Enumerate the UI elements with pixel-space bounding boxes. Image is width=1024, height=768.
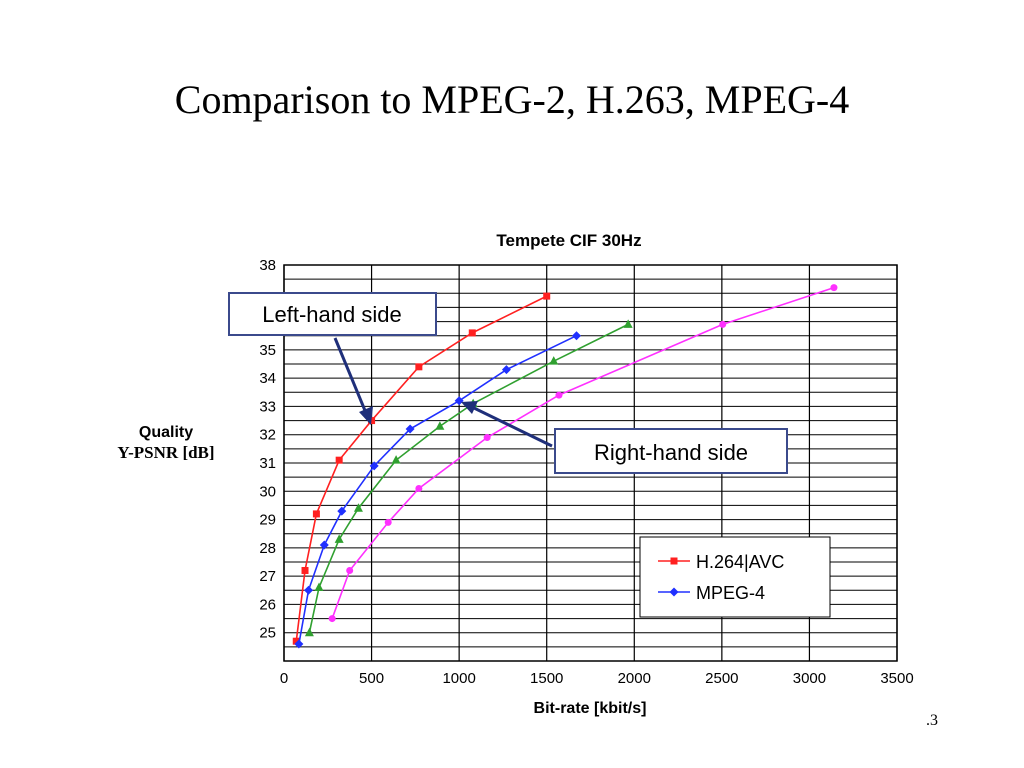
y-axis-label-line2: Y-PSNR [dB] (117, 443, 214, 462)
data-point (549, 356, 559, 365)
right-callout-label: Right-hand side (594, 440, 748, 465)
x-tick-label: 1000 (442, 670, 475, 687)
legend-marker (670, 557, 678, 565)
data-point (304, 627, 314, 637)
data-point (415, 363, 423, 371)
right-callout-box (554, 428, 788, 474)
series-0 (292, 292, 551, 645)
data-point (391, 455, 401, 464)
data-point (501, 365, 511, 375)
series-line-0 (295, 295, 548, 642)
data-point (571, 331, 581, 341)
y-tick-labels: 25 26 27 28 29 30 31 32 33 34 35 38 (259, 257, 276, 642)
y-tick-label: 26 (259, 596, 276, 613)
data-point (435, 421, 445, 430)
left-callout-box (228, 292, 437, 336)
data-point (335, 456, 343, 464)
page-number: .3 (926, 712, 938, 729)
data-point (334, 534, 344, 543)
data-point (337, 506, 347, 516)
x-tick-label: 500 (359, 670, 384, 687)
data-point (328, 615, 336, 623)
data-point (454, 396, 464, 406)
right-callout-arrow (473, 406, 553, 448)
series-layer (292, 284, 838, 649)
y-tick-label: 33 (259, 398, 276, 415)
left-callout-arrow (333, 337, 368, 414)
data-point (468, 329, 476, 337)
y-tick-label: 25 (259, 625, 276, 642)
legend-entries: H.264|AVC MPEG-4 (658, 552, 784, 603)
data-point (319, 540, 329, 550)
data-point (384, 518, 392, 526)
data-point (623, 319, 633, 328)
y-axis-label-line1: Quality (139, 424, 193, 441)
data-point (292, 637, 300, 645)
slide-title: Comparison to MPEG-2, H.263, MPEG-4 (174, 77, 850, 122)
series-2 (304, 319, 633, 637)
data-point (415, 484, 423, 492)
left-callout: Left-hand side (228, 292, 437, 425)
legend-box (639, 536, 831, 618)
x-tick-label: 2000 (618, 670, 651, 687)
x-tick-label: 3500 (880, 670, 913, 687)
data-point (346, 566, 354, 574)
legend: H.264|AVC MPEG-4 (639, 536, 831, 618)
data-point (368, 417, 376, 425)
data-point (405, 424, 415, 434)
right-callout-arrowhead (461, 401, 478, 414)
data-point (719, 320, 727, 328)
data-point (555, 391, 563, 399)
data-point (301, 566, 309, 574)
y-tick-label: 32 (259, 427, 276, 444)
series-line-3 (331, 286, 835, 619)
y-tick-label: 27 (259, 568, 276, 585)
plot-frame (283, 264, 898, 662)
data-point (483, 434, 491, 442)
y-tick-label: 31 (259, 455, 276, 472)
y-tick-label: 34 (259, 370, 276, 387)
left-callout-label: Left-hand side (262, 302, 401, 327)
chart-title: Tempete CIF 30Hz (496, 231, 641, 250)
legend-label: MPEG-4 (696, 583, 765, 603)
y-tick-label: 28 (259, 540, 276, 557)
data-point (294, 639, 304, 649)
series-3 (328, 284, 838, 623)
left-callout-arrowhead (359, 406, 373, 425)
data-point (312, 510, 320, 518)
legend-label: H.264|AVC (696, 552, 784, 572)
data-point (830, 284, 838, 292)
x-axis-label: Bit-rate [kbit/s] (534, 700, 647, 717)
data-point (353, 503, 363, 512)
series-line-2 (308, 323, 629, 633)
y-tick-label: 38 (259, 257, 276, 274)
data-point (314, 582, 324, 591)
legend-marker (669, 587, 679, 597)
y-tick-label: 29 (259, 512, 276, 529)
data-point (369, 461, 379, 471)
x-tick-label: 3000 (793, 670, 826, 687)
x-tick-labels: 0 500 1000 1500 2000 2500 3000 3500 (280, 670, 914, 687)
series-1 (294, 331, 581, 649)
y-tick-label: 30 (259, 483, 276, 500)
x-tick-label: 0 (280, 670, 288, 687)
x-tick-label: 1500 (530, 670, 563, 687)
data-point (543, 292, 551, 300)
data-point (304, 585, 314, 595)
y-tick-label: 35 (259, 342, 276, 359)
right-callout: Right-hand side (461, 401, 788, 474)
x-tick-label: 2500 (705, 670, 738, 687)
